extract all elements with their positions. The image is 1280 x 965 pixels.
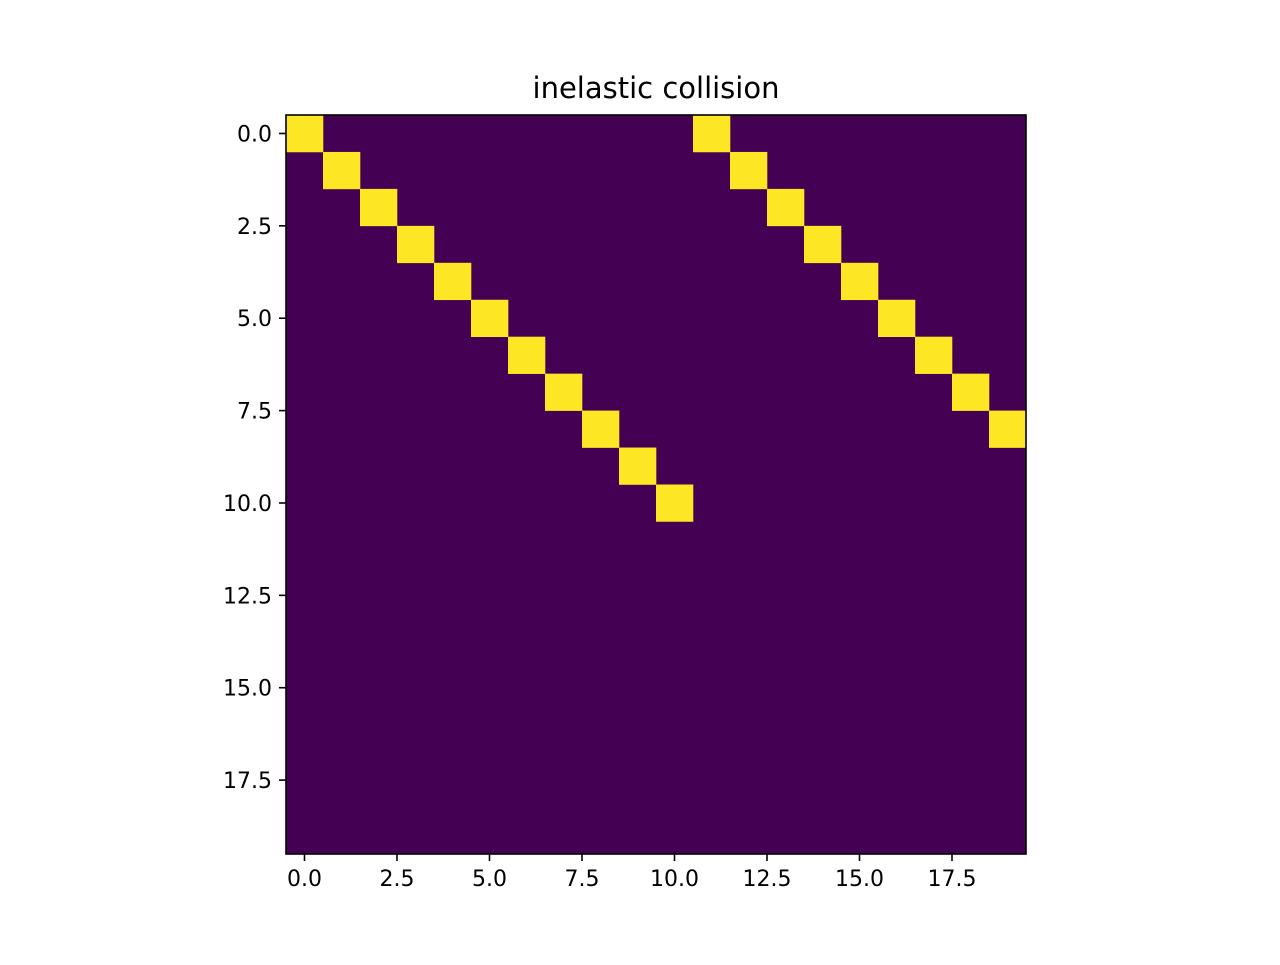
y-tick-label: 15.0 (223, 677, 272, 702)
x-tick-label: 15.0 (835, 867, 884, 892)
y-tick-label: 17.5 (223, 769, 272, 794)
x-tick-label: 12.5 (743, 867, 792, 892)
y-axis: 0.0 2.5 5.0 7.5 10.0 12.5 15.0 17.5 (223, 122, 286, 794)
heatmap-cell (508, 336, 546, 374)
heatmap-cell (841, 262, 879, 301)
x-tick-label: 0.0 (287, 867, 322, 892)
heatmap-cell (804, 225, 842, 264)
heatmap-cell (693, 115, 731, 153)
heatmap-cell (878, 299, 916, 337)
y-tick-label: 12.5 (223, 584, 272, 609)
heatmap-cell (619, 447, 657, 485)
y-tick-label: 0.0 (237, 122, 272, 147)
y-tick-label: 2.5 (237, 215, 272, 240)
heatmap-cell (360, 188, 398, 227)
x-tick-label: 2.5 (380, 867, 415, 892)
heatmap-cell (397, 225, 435, 264)
heatmap-cell (730, 151, 768, 190)
x-tick-label: 5.0 (472, 867, 507, 892)
heatmap-cell (582, 410, 620, 448)
heatmap-cell (989, 410, 1027, 448)
chart-title: inelastic collision (533, 71, 780, 105)
y-tick-label: 7.5 (237, 400, 272, 425)
x-tick-label: 17.5 (928, 867, 977, 892)
y-tick-label: 5.0 (237, 307, 272, 332)
heatmap-cell (656, 484, 694, 522)
heatmap-cell (545, 373, 583, 411)
y-tick-label: 10.0 (223, 492, 272, 517)
heatmap-cell (471, 299, 509, 337)
heatmap-cell (323, 151, 361, 190)
axes-frame (285, 114, 1027, 855)
heatmap-cell (952, 373, 990, 411)
x-tick-label: 7.5 (565, 867, 600, 892)
heatmap-cell (286, 115, 324, 153)
heatmap-cell (915, 336, 953, 374)
heatmap-cell (767, 188, 805, 227)
x-axis: 0.0 2.5 5.0 7.5 10.0 12.5 15.0 17.5 (287, 854, 976, 892)
heatmap-cells (286, 115, 1027, 854)
heatmap-cell (434, 262, 472, 301)
x-tick-label: 10.0 (650, 867, 699, 892)
